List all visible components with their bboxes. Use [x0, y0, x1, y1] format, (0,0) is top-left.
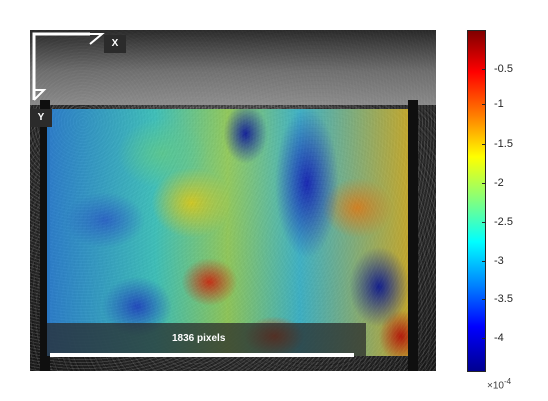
colorbar-tick-mark	[482, 104, 486, 105]
colorbar-tick-mark	[482, 144, 486, 145]
colorbar-tick-label: -0.5	[494, 63, 513, 75]
specimen-image	[30, 30, 436, 371]
colorbar-tick-label: -3.5	[494, 293, 513, 305]
left-specimen-edge	[40, 100, 50, 371]
colorbar-tick-mark	[482, 299, 486, 300]
x-axis-label: X	[104, 35, 126, 53]
colorbar-tick-label: -1	[494, 98, 504, 110]
scale-bar-label: 1836 pixels	[172, 333, 226, 344]
colorbar-tick-mark	[482, 338, 486, 339]
colorbar-multiplier: ×10-4	[487, 377, 512, 392]
scale-bar-line	[50, 353, 354, 357]
colorbar-tick-mark	[482, 69, 486, 70]
colorbar-tick-mark	[482, 183, 486, 184]
colorbar-tick-label: -1.5	[494, 138, 513, 150]
axis-arrows-icon	[32, 32, 105, 101]
y-axis-label: Y	[30, 109, 52, 127]
right-specimen-edge	[408, 100, 418, 371]
colorbar-tick-mark	[482, 261, 486, 262]
colorbar-tick-label: -3	[494, 255, 504, 267]
strain-overlay	[47, 109, 408, 356]
background-band	[30, 30, 436, 105]
colorbar-tick-label: -2.5	[494, 216, 513, 228]
colorbar	[467, 30, 486, 372]
colorbar-tick-label: -2	[494, 177, 504, 189]
scale-bar-panel: 1836 pixels	[47, 323, 366, 356]
colorbar-tick-label: -4	[494, 332, 504, 344]
colorbar-tick-mark	[482, 222, 486, 223]
